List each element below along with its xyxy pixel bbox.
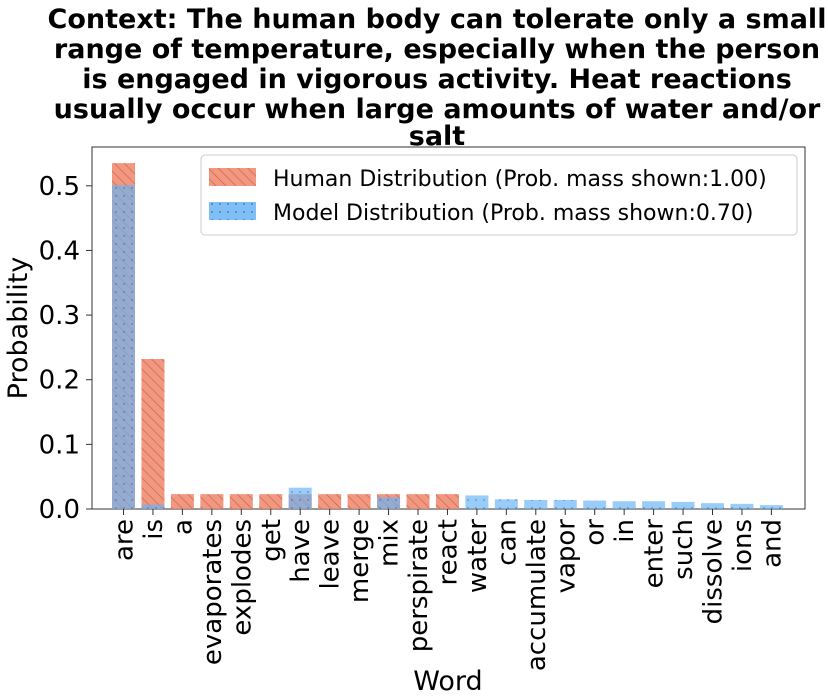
x-tick-label-are: are xyxy=(110,519,140,561)
y-tick-label: 0.5 xyxy=(39,172,80,202)
human-bar-is xyxy=(141,359,165,509)
human-bar-explodes xyxy=(229,494,253,509)
human-bar-react xyxy=(435,494,459,509)
human-bar-perspirate xyxy=(406,494,430,509)
human-bar-leave xyxy=(318,494,342,509)
model-bar-water xyxy=(465,495,489,509)
legend-swatch-human xyxy=(209,168,256,186)
title-line-2: range of temperature, especially when th… xyxy=(54,34,820,65)
x-tick-label-in: in xyxy=(610,519,640,543)
y-tick-label: 0.2 xyxy=(39,366,80,396)
model-bar-ions xyxy=(730,503,754,509)
title-line-1: Context: The human body can tolerate onl… xyxy=(48,4,827,35)
x-tick-label-enter: enter xyxy=(640,519,670,589)
model-bar-are xyxy=(112,185,135,509)
model-bar-in xyxy=(612,501,636,509)
x-tick-label-or: or xyxy=(581,519,611,546)
x-tick-label-ions: ions xyxy=(728,519,758,572)
model-bar-or xyxy=(583,500,607,509)
x-tick-label-react: react xyxy=(433,519,463,586)
plot-area xyxy=(91,146,806,510)
model-bar-can xyxy=(494,499,518,509)
y-tick-label: 0.1 xyxy=(39,430,80,460)
x-tick-label-accumulate: accumulate xyxy=(522,519,552,671)
legend: Human Distribution (Prob. mass shown:1.0… xyxy=(200,154,798,236)
x-tick-label-leave: leave xyxy=(316,519,346,590)
human-bar-merge xyxy=(347,494,371,509)
x-tick-label-explodes: explodes xyxy=(227,519,257,636)
x-tick-label-can: can xyxy=(492,519,522,566)
x-tick-label-a: a xyxy=(168,519,198,535)
x-tick-label-vapor: vapor xyxy=(551,519,581,594)
y-axis-label: Probability xyxy=(3,257,34,400)
x-tick-label-dissolve: dissolve xyxy=(699,519,729,624)
y-axis-ticks: 0.0 0.1 0.2 0.3 0.4 0.5 xyxy=(39,172,92,525)
x-tick-label-is: is xyxy=(139,519,169,540)
human-bar-a xyxy=(170,494,194,509)
legend-label-model: Model Distribution (Prob. mass shown:0.7… xyxy=(273,201,753,226)
model-bar-enter xyxy=(642,501,666,509)
y-tick-label: 0.0 xyxy=(39,495,80,525)
x-tick-label-perspirate: perspirate xyxy=(404,519,434,652)
x-tick-label-water: water xyxy=(463,519,493,593)
y-tick-label: 0.4 xyxy=(39,236,80,266)
x-tick-label-evaporates: evaporates xyxy=(198,519,228,665)
x-tick-label-get: get xyxy=(257,519,287,562)
model-bar-such xyxy=(671,501,695,509)
model-bar-vapor xyxy=(553,499,577,509)
x-tick-label-such: such xyxy=(669,519,699,580)
legend-label-human: Human Distribution (Prob. mass shown:1.0… xyxy=(273,167,767,192)
x-tick-label-and: and xyxy=(757,519,787,568)
model-bar-mix xyxy=(377,497,401,509)
model-bar-and xyxy=(759,505,783,509)
chart-title: Context: The human body can tolerate onl… xyxy=(48,4,827,152)
x-tick-label-mix: mix xyxy=(375,519,405,567)
model-bar-accumulate xyxy=(524,499,548,509)
model-bar-have xyxy=(288,487,312,509)
model-bar-is xyxy=(141,504,165,509)
legend-frame xyxy=(200,154,798,236)
title-line-4: usually occur when large amounts of wate… xyxy=(54,94,821,125)
x-tick-label-merge: merge xyxy=(345,519,375,603)
title-line-3: is engaged in vigorous activity. Heat re… xyxy=(82,64,792,95)
human-bar-evaporates xyxy=(200,494,224,509)
x-tick-label-have: have xyxy=(286,519,316,583)
x-axis-ticks: are is a evaporates explodes get have leave merg… xyxy=(110,509,787,671)
x-axis-label: Word xyxy=(413,666,482,697)
model-bars xyxy=(112,185,783,509)
human-bar-get xyxy=(259,494,283,509)
legend-swatch-model xyxy=(209,202,256,220)
model-bar-dissolve xyxy=(701,503,724,509)
y-tick-label: 0.3 xyxy=(39,301,80,331)
